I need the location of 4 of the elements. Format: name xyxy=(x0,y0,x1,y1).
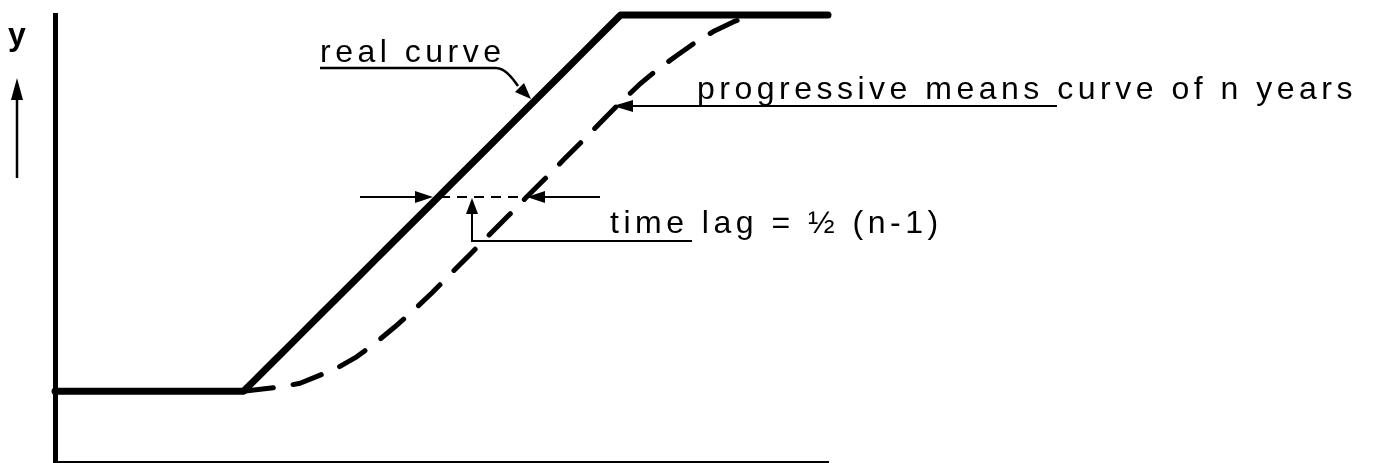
y-axis-title: y xyxy=(8,16,26,52)
legend-label: progressive means curve of n years xyxy=(697,70,1357,106)
annotation: time lag = ½ (n-1) xyxy=(610,204,943,240)
series-label: real curve xyxy=(320,33,506,69)
